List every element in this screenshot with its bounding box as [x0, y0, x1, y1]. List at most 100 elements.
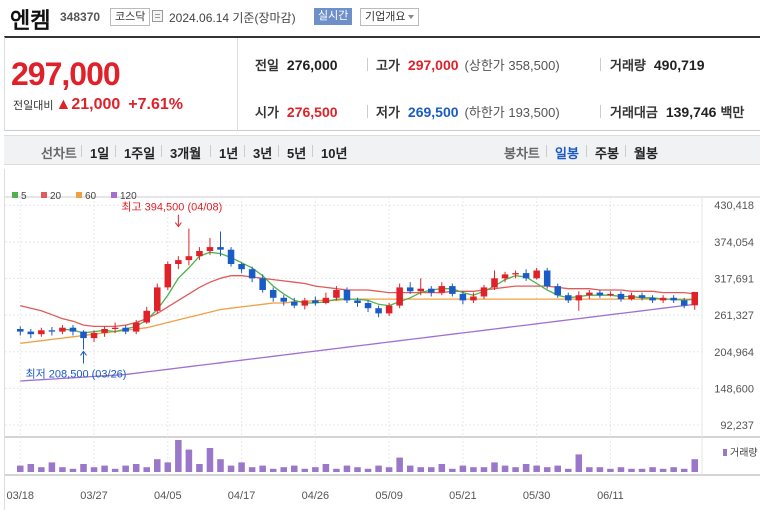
candle-body	[459, 293, 467, 301]
up-arrow-icon: ▲	[55, 96, 72, 113]
volume-value: 490,719	[653, 57, 705, 73]
candle-monthly[interactable]: 월봉	[634, 146, 658, 161]
volume-bar	[280, 467, 287, 472]
candle-body	[38, 330, 45, 335]
volume-bar	[333, 468, 340, 472]
volume-bar	[175, 440, 182, 472]
realtime-button[interactable]: 실시간	[314, 8, 353, 25]
volume-bar	[27, 464, 35, 472]
candle-body	[227, 249, 235, 264]
open-label: 시가	[255, 105, 279, 120]
candle-body	[17, 329, 24, 332]
summary-divider	[237, 38, 238, 131]
period-3m[interactable]: 3개월	[170, 146, 202, 161]
candle-chart-label: 봉차트	[504, 146, 540, 161]
candle-body	[154, 287, 161, 311]
volume-bar	[132, 464, 140, 472]
volume-bar	[301, 468, 309, 472]
period-10y[interactable]: 10년	[321, 146, 348, 161]
volume-bar	[565, 468, 572, 472]
candle-body	[101, 329, 108, 333]
candle-body	[449, 286, 456, 294]
volume-bar	[143, 467, 150, 472]
period-1w[interactable]: 1주일	[124, 146, 156, 161]
volume-bar	[122, 465, 129, 472]
volume-bar	[217, 459, 224, 472]
candle-body	[417, 288, 424, 292]
volume-bar	[385, 467, 393, 472]
period-1d[interactable]: 1일	[90, 146, 110, 161]
volume-bar	[90, 467, 98, 472]
document-icon[interactable]	[152, 10, 163, 22]
x-tick-label: 03/18	[7, 490, 35, 502]
candle-body	[628, 295, 635, 300]
candle-body	[480, 287, 488, 297]
candle-body	[565, 295, 572, 301]
high-annotation: 최고 394,500 (04/08)	[121, 201, 222, 214]
volume-bar	[533, 465, 540, 472]
candle-body	[554, 286, 561, 296]
volume-bar	[196, 464, 203, 472]
corp-info-label: 기업개요	[365, 11, 406, 23]
period-toolbar: 선차트 1일 1주일 3개월 1년 3년 5년 10년 봉차트 일봉 주봉 월봉	[4, 135, 760, 165]
volume-bar	[575, 454, 583, 472]
low-value: 269,500	[407, 104, 459, 120]
upper-limit: (상한가 358,500)	[464, 58, 560, 73]
volume-bar	[396, 457, 403, 472]
candle-body	[533, 270, 540, 279]
change-amount: 21,000	[71, 96, 121, 113]
candle-body	[638, 295, 646, 298]
volume-bar	[48, 462, 56, 472]
candle-body	[607, 293, 614, 296]
trade-value: 139,746	[665, 104, 717, 120]
period-3y[interactable]: 3년	[253, 146, 273, 161]
candle-body	[438, 286, 446, 293]
low-annotation: 최저 208,500 (03/26)	[26, 367, 127, 380]
volume-bar	[291, 465, 298, 472]
candle-daily[interactable]: 일봉	[555, 146, 579, 161]
candle-body	[375, 308, 382, 314]
volume-bar	[417, 467, 424, 472]
volume-bar	[111, 468, 119, 472]
price-change: 전일대비 ▲21,000 +7.61%	[13, 96, 183, 114]
candle-body	[354, 300, 361, 303]
candle-body	[670, 297, 677, 301]
candle-body	[143, 310, 150, 323]
legend-swatch	[76, 192, 82, 198]
legend-label: 5	[21, 191, 27, 202]
candle-body	[649, 297, 656, 301]
period-1y[interactable]: 1년	[219, 146, 239, 161]
volume-bar	[628, 468, 635, 472]
candle-body	[680, 300, 688, 306]
candle-body	[691, 291, 698, 306]
stock-chart[interactable]: 430,418 374,054 317,691 261,327 204,964 148,6…	[4, 169, 760, 510]
volume-bar	[607, 468, 614, 472]
candle-body	[428, 288, 435, 293]
volume-bar	[691, 459, 698, 472]
candle-body	[385, 305, 393, 314]
candle-body	[596, 292, 604, 296]
candle-body	[491, 278, 498, 288]
candle-body	[543, 270, 551, 287]
candle-body	[80, 331, 87, 339]
toolbar-separator	[546, 145, 547, 157]
corp-info-dropdown[interactable]: 기업개요	[360, 8, 420, 26]
candle-body	[259, 278, 266, 290]
volume-bar	[312, 467, 319, 472]
volume-bar	[459, 465, 467, 472]
volume-bar	[248, 467, 256, 472]
candle-body	[512, 273, 519, 275]
volume-bar	[364, 468, 372, 472]
cell-separator	[367, 105, 368, 118]
volume-bar	[154, 459, 161, 472]
candle-weekly[interactable]: 주봉	[595, 146, 619, 161]
candle-body	[269, 290, 277, 298]
candle-body	[406, 287, 414, 292]
period-5y[interactable]: 5년	[287, 146, 307, 161]
candle-body	[575, 295, 583, 301]
x-tick-label: 05/09	[375, 490, 403, 502]
candle-body	[132, 322, 140, 332]
stock-header: 엔켐 348370 코스닥 2024.06.14 기준(장마감) 실시간 기업개…	[0, 0, 760, 34]
volume-bar	[238, 462, 245, 472]
x-tick-label: 04/17	[228, 490, 256, 502]
